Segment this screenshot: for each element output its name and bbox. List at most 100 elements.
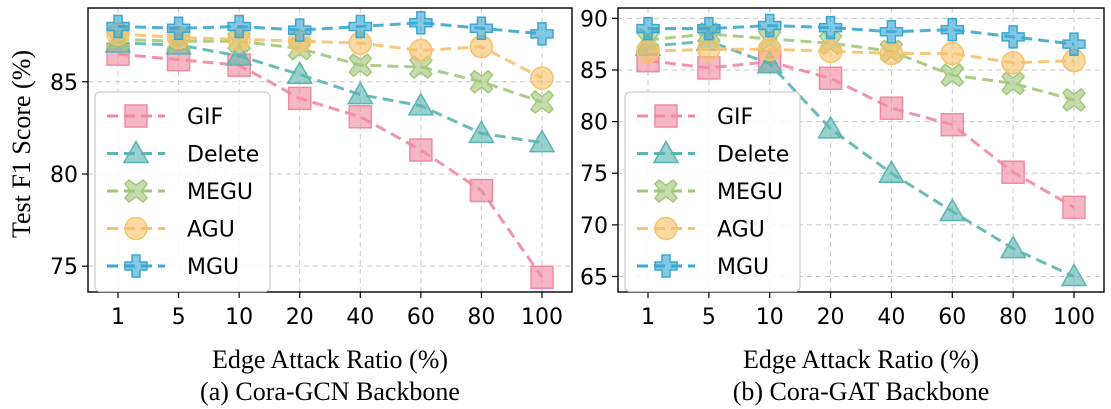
legend-box bbox=[94, 91, 271, 293]
legend-entry-mgu: MGU bbox=[107, 254, 239, 280]
x-tick-label: 80 bbox=[467, 305, 495, 330]
data-point-mgu bbox=[227, 14, 251, 39]
data-point-delete bbox=[1060, 262, 1088, 287]
x-tick-label: 20 bbox=[286, 305, 314, 330]
data-point-delete bbox=[938, 197, 966, 222]
legend-entry-gif: GIF bbox=[637, 104, 753, 130]
data-point-gif bbox=[409, 138, 433, 162]
data-point-agu bbox=[940, 41, 965, 66]
data-point-delete bbox=[817, 115, 844, 139]
series-agu bbox=[636, 37, 1086, 75]
data-point-mgu bbox=[469, 16, 494, 41]
data-point-agu bbox=[1001, 50, 1025, 75]
data-point-agu bbox=[818, 39, 843, 64]
legend-label: MEGU bbox=[717, 180, 783, 205]
data-point-gif bbox=[469, 178, 494, 203]
legend-marker-mgu bbox=[654, 254, 678, 278]
data-point-delete bbox=[468, 119, 495, 144]
data-point-agu bbox=[409, 38, 433, 63]
series-mgu bbox=[106, 11, 554, 46]
data-point-megu bbox=[469, 69, 494, 94]
x-tick-label: 1 bbox=[111, 305, 125, 330]
legend-label: GIF bbox=[717, 105, 753, 130]
x-tick-label: 60 bbox=[407, 305, 435, 330]
x-axis-label: Edge Attack Ratio (%) bbox=[743, 345, 979, 374]
legend-entry-gif: GIF bbox=[107, 104, 223, 130]
data-point-megu bbox=[408, 55, 433, 80]
data-point-megu bbox=[348, 53, 373, 78]
data-point-gif bbox=[940, 112, 965, 137]
data-point-mgu bbox=[1062, 32, 1086, 56]
data-point-agu bbox=[879, 41, 904, 66]
data-point-mgu bbox=[940, 17, 965, 42]
data-point-agu bbox=[757, 37, 782, 62]
data-point-mgu bbox=[636, 16, 660, 41]
legend-marker-megu bbox=[654, 179, 678, 203]
data-point-delete bbox=[407, 92, 435, 116]
series-mgu bbox=[636, 13, 1086, 56]
legend-label: Delete bbox=[717, 143, 789, 168]
legend-entry-delete: Delete bbox=[637, 139, 789, 168]
x-tick-label: 80 bbox=[999, 305, 1027, 330]
y-tick-label: 80 bbox=[580, 111, 608, 136]
legend-marker-agu bbox=[124, 216, 148, 241]
legend-label: MGU bbox=[187, 255, 239, 280]
legend-label: MEGU bbox=[187, 180, 253, 205]
legend-marker-gif bbox=[124, 104, 148, 128]
legend-entry-megu: MEGU bbox=[637, 179, 783, 205]
data-point-gif bbox=[1062, 195, 1086, 220]
data-point-megu bbox=[1001, 71, 1026, 96]
plot-frame bbox=[87, 7, 573, 293]
legend-marker-mgu bbox=[124, 254, 148, 278]
y-tick-label: 65 bbox=[580, 266, 608, 291]
data-point-mgu bbox=[1001, 25, 1025, 49]
x-tick-label: 10 bbox=[756, 305, 784, 330]
data-point-delete bbox=[225, 42, 253, 66]
y-tick-label: 90 bbox=[580, 7, 608, 32]
data-point-delete bbox=[346, 81, 374, 105]
legend-label: AGU bbox=[717, 218, 765, 243]
data-point-gif bbox=[1001, 160, 1025, 184]
legend-marker-delete bbox=[122, 139, 150, 164]
y-tick-label: 85 bbox=[50, 71, 78, 96]
x-tick-label: 100 bbox=[1053, 305, 1095, 330]
data-point-gif bbox=[530, 265, 554, 289]
chart-caption: (a) Cora-GCN Backbone bbox=[200, 377, 460, 406]
x-tick-label: 40 bbox=[346, 305, 374, 330]
data-point-agu bbox=[697, 37, 721, 62]
series-agu bbox=[106, 22, 554, 90]
data-point-megu bbox=[1062, 87, 1086, 112]
legend-entry-megu: MEGU bbox=[107, 179, 253, 205]
y-axis-label: Test F1 Score (%) bbox=[7, 50, 36, 238]
x-tick-label: 20 bbox=[817, 305, 845, 330]
data-point-mgu bbox=[106, 14, 130, 39]
series-gif bbox=[106, 42, 554, 289]
plot-frame bbox=[617, 7, 1105, 293]
legend-entry-mgu: MGU bbox=[637, 254, 769, 280]
x-tick-label: 5 bbox=[702, 305, 716, 330]
x-tick-label: 10 bbox=[225, 305, 253, 330]
data-point-mgu bbox=[757, 13, 782, 38]
x-tick-label: 5 bbox=[172, 305, 186, 330]
legend: GIF Delete MEGU AGU MGU bbox=[94, 91, 271, 293]
y-tick-label: 75 bbox=[50, 255, 78, 280]
y-tick-label: 80 bbox=[50, 163, 78, 188]
x-tick-label: 40 bbox=[877, 305, 905, 330]
legend: GIF Delete MEGU AGU MGU bbox=[624, 91, 801, 293]
data-point-gif bbox=[818, 66, 843, 90]
legend-label: Delete bbox=[187, 143, 259, 168]
data-point-gif bbox=[348, 105, 373, 129]
data-point-gif bbox=[879, 96, 904, 120]
data-point-mgu bbox=[287, 18, 312, 42]
x-tick-label: 60 bbox=[938, 305, 966, 330]
legend-entry-delete: Delete bbox=[107, 139, 259, 168]
data-point-megu bbox=[940, 63, 965, 88]
legend-entry-agu: AGU bbox=[637, 216, 765, 243]
legend-marker-megu bbox=[124, 179, 148, 203]
legend-marker-gif bbox=[654, 104, 678, 128]
legend-label: AGU bbox=[187, 218, 235, 243]
legend-label: MGU bbox=[717, 255, 769, 280]
x-axis-label: Edge Attack Ratio (%) bbox=[212, 345, 448, 374]
data-point-mgu bbox=[818, 15, 843, 40]
